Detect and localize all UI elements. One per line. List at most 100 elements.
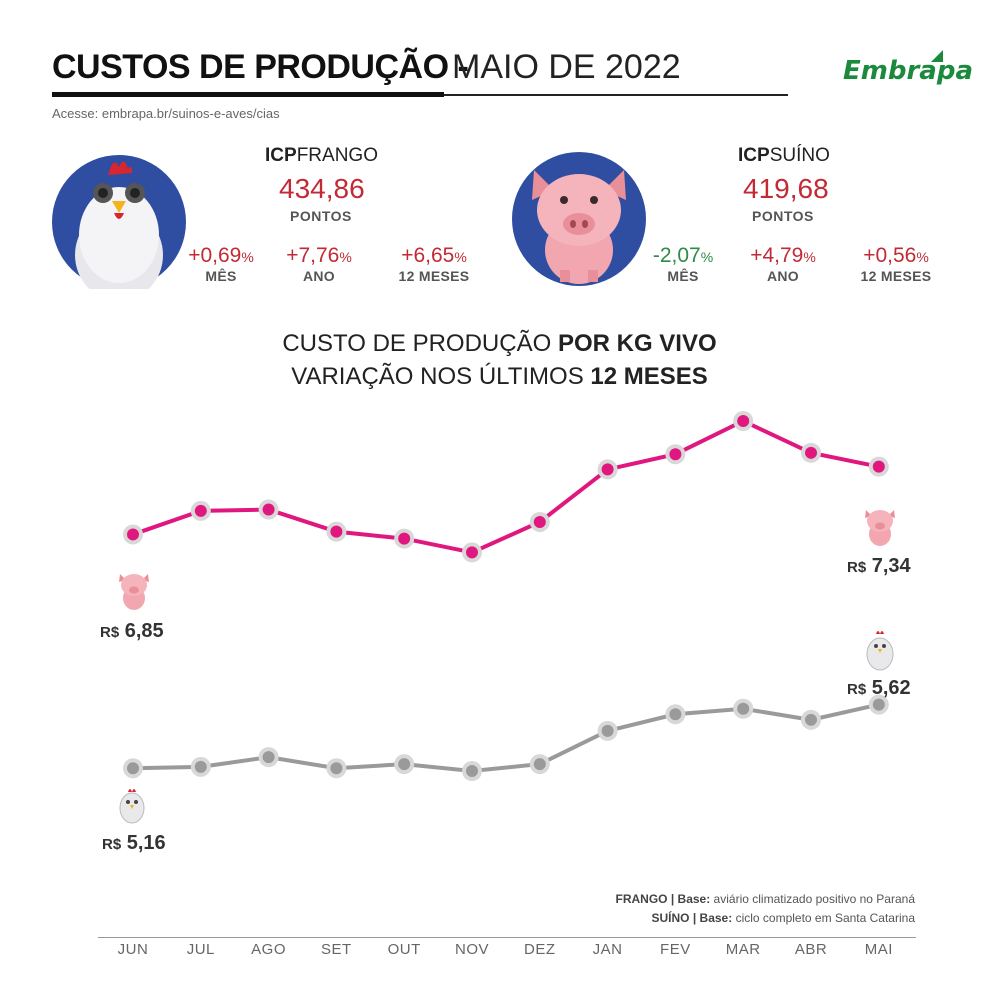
price-frango-end: R$ 5,62 <box>847 677 911 700</box>
suino-mes-pct: -2,07% <box>640 244 726 268</box>
note-suino: SUÍNO | Base: ciclo completo em Santa Ca… <box>652 911 915 925</box>
frango-ano-label: ANO <box>302 268 335 284</box>
chart-title-line1-b: POR KG VIVO <box>557 330 717 357</box>
frango-ano-value: +7,76 <box>286 244 340 267</box>
point-frango-out <box>398 758 411 771</box>
point-frango-mar <box>737 702 750 715</box>
x-tick-jan: JAN <box>592 941 623 958</box>
price-frango-start-currency: R$ <box>102 836 122 853</box>
suino-12m-pct: +0,56% <box>852 244 940 268</box>
frango-ano-pct: +7,76% <box>278 244 360 268</box>
icp-suino-label: ICPSUÍNO <box>738 145 830 167</box>
x-axis-line <box>98 937 916 938</box>
x-tick-mai: MAI <box>864 941 893 958</box>
title-light: MAIO DE 2022 <box>452 48 681 86</box>
price-suino-end: R$ 7,34 <box>847 555 911 578</box>
point-suíno-nov <box>466 546 478 559</box>
chart-title-line1-a: CUSTO DE PRODUÇÃO <box>282 330 558 357</box>
point-suíno-set <box>330 525 343 538</box>
pig-icon <box>532 170 626 284</box>
x-tick-fev: FEV <box>660 941 691 958</box>
price-suino-start-value: 6,85 <box>124 620 164 642</box>
point-suíno-fev <box>669 448 682 461</box>
point-frango-set <box>330 762 343 775</box>
suino-mes-sign: % <box>700 249 714 265</box>
point-suíno-mai <box>872 460 885 473</box>
chicken-icon <box>75 161 163 301</box>
price-frango-start: R$ 5,16 <box>102 832 166 855</box>
note-suino-text: ciclo completo em Santa Catarina <box>732 911 915 925</box>
suino-ano-sign: % <box>803 249 816 265</box>
point-frango-jun <box>127 762 139 775</box>
pig-end-icon <box>865 510 895 546</box>
icp-frango-value: 434,86 <box>279 173 365 204</box>
x-tick-ago: AGO <box>251 941 287 958</box>
suino-12m-value: +0,56 <box>863 244 917 267</box>
embrapa-logo-text: Embrapa <box>843 56 973 86</box>
x-tick-jun: JUN <box>117 941 149 958</box>
note-frango-text: aviário climatizado positivo no Paraná <box>710 892 915 906</box>
point-suíno-mar <box>737 415 750 427</box>
point-frango-dez <box>533 758 546 771</box>
price-frango-end-value: 5,62 <box>871 677 911 699</box>
icp-frango-name: FRANGO <box>296 145 378 166</box>
chart-title-line2-a: VARIAÇÃO NOS ÚLTIMOS <box>291 363 591 390</box>
chart-title-line1: CUSTO DE PRODUÇÃO POR KG VIVO <box>0 330 999 358</box>
embrapa-logo: Embrapa <box>843 50 973 86</box>
point-frango-jul <box>194 760 207 773</box>
icp-frango-prefix: ICP <box>265 145 297 166</box>
point-suíno-out <box>398 532 411 545</box>
price-suino-end-currency: R$ <box>847 559 867 576</box>
note-frango-bold: FRANGO | Base: <box>615 892 711 906</box>
price-suino-start: R$ 6,85 <box>100 620 164 643</box>
price-suino-start-currency: R$ <box>100 624 120 641</box>
point-frango-fev <box>669 708 682 721</box>
chart-title-line2-b: 12 MESES <box>590 363 708 390</box>
pig-start-icon <box>119 574 149 610</box>
chart-title-line2: VARIAÇÃO NOS ÚLTIMOS 12 MESES <box>0 363 999 391</box>
x-tick-nov: NOV <box>454 941 489 958</box>
x-tick-dez: DEZ <box>524 941 556 958</box>
point-suíno-jul <box>194 504 207 517</box>
access-link[interactable]: Acesse: embrapa.br/suinos-e-aves/cias <box>52 106 280 121</box>
frango-circle <box>52 155 186 301</box>
chicken-end-icon <box>866 631 894 671</box>
suino-ano-label: ANO <box>766 268 799 284</box>
point-suíno-abr <box>805 446 817 459</box>
point-frango-mai <box>872 698 885 711</box>
suino-ano-pct: +4,79% <box>740 244 826 268</box>
suino-circle <box>512 152 646 286</box>
frango-mes-value: +0,69 <box>188 244 242 267</box>
icp-suino-name: SUÍNO <box>769 145 830 166</box>
point-suíno-jun <box>127 528 139 541</box>
x-tick-mar: MAR <box>725 941 761 958</box>
icp-frango-label: ICPFRANGO <box>265 145 378 167</box>
point-suíno-jan <box>601 463 614 476</box>
icp-suino-pontos: PONTOS <box>752 208 814 224</box>
icp-frango-pontos: PONTOS <box>290 208 352 224</box>
point-frango-ago <box>262 751 275 764</box>
point-suíno-ago <box>262 503 275 516</box>
icp-suino-prefix: ICP <box>738 145 770 166</box>
frango-12m-sign: % <box>454 249 467 265</box>
icp-suino-value: 419,68 <box>743 173 829 204</box>
suino-mes-value: -2,07 <box>652 244 701 267</box>
x-tick-set: SET <box>321 941 352 958</box>
frango-12m-value: +6,65 <box>401 244 455 267</box>
frango-mes-label: MÊS <box>205 268 237 284</box>
frango-mes-sign: % <box>241 249 254 265</box>
price-frango-start-value: 5,16 <box>126 832 166 854</box>
point-frango-nov <box>466 765 478 777</box>
x-tick-jul: JUL <box>186 941 215 958</box>
point-suíno-dez <box>533 515 546 528</box>
frango-mes-pct: +0,69% <box>180 244 262 268</box>
logo-mark-icon <box>931 50 943 62</box>
suino-mes-label: MÊS <box>667 268 699 284</box>
series-line-frango <box>132 702 880 774</box>
price-frango-end-currency: R$ <box>847 681 867 698</box>
series-line-suíno <box>132 418 880 555</box>
frango-12m-label: 12 MESES <box>398 268 470 284</box>
suino-12m-label: 12 MESES <box>860 268 932 284</box>
x-tick-abr: ABR <box>794 941 828 958</box>
